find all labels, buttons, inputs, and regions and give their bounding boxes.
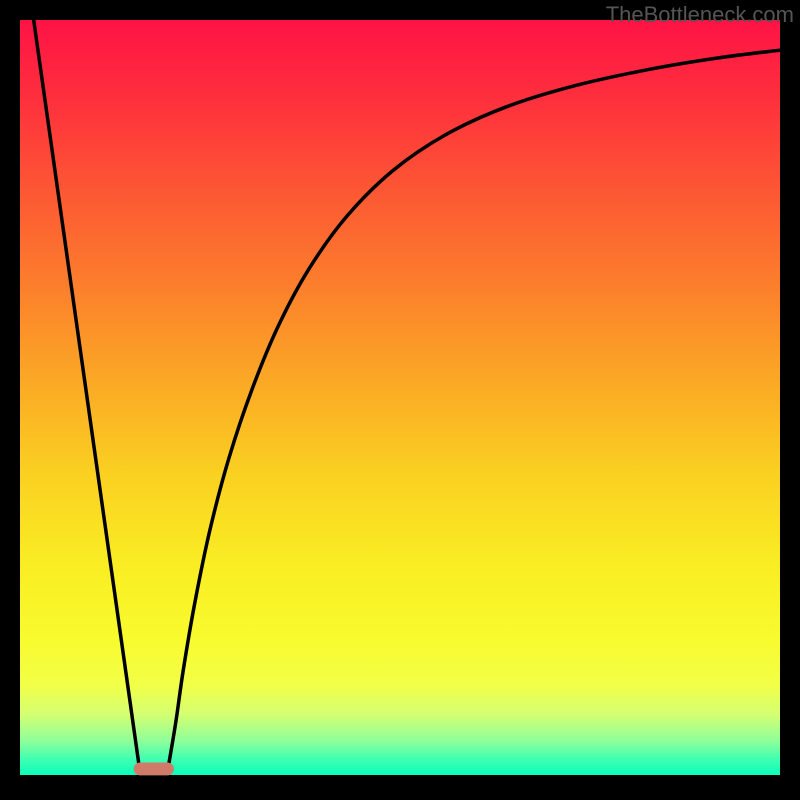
chart-svg xyxy=(0,0,800,800)
chart-root: TheBottleneck.com xyxy=(0,0,800,800)
gradient-background xyxy=(20,20,780,775)
watermark-text: TheBottleneck.com xyxy=(606,2,794,28)
bottleneck-marker xyxy=(134,763,174,776)
